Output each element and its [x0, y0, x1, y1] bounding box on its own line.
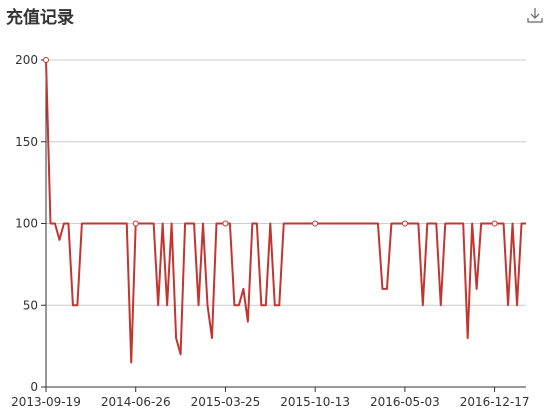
x-tick-label: 2015-03-25 [191, 395, 261, 409]
x-tick-label: 2016-12-17 [460, 395, 530, 409]
series-line [45, 59, 526, 364]
x-tick-label: 2016-05-03 [370, 395, 440, 409]
x-tick-label: 2015-10-13 [280, 395, 350, 409]
y-tick-label: 150 [15, 135, 38, 149]
page-title: 充值记录 [6, 8, 74, 28]
y-tick-label: 0 [30, 380, 38, 394]
y-tick-label: 200 [15, 53, 38, 67]
y-tick-label: 100 [15, 217, 38, 231]
data-point [132, 220, 139, 227]
y-tick-label: 50 [23, 298, 38, 312]
data-point [312, 220, 319, 227]
data-point [43, 57, 49, 63]
data-point [401, 220, 408, 227]
download-icon[interactable] [526, 6, 544, 24]
data-point [491, 220, 498, 227]
data-point [222, 220, 229, 227]
x-tick-label: 2014-06-26 [101, 395, 171, 409]
x-tick-label: 2013-09-19 [11, 395, 81, 409]
